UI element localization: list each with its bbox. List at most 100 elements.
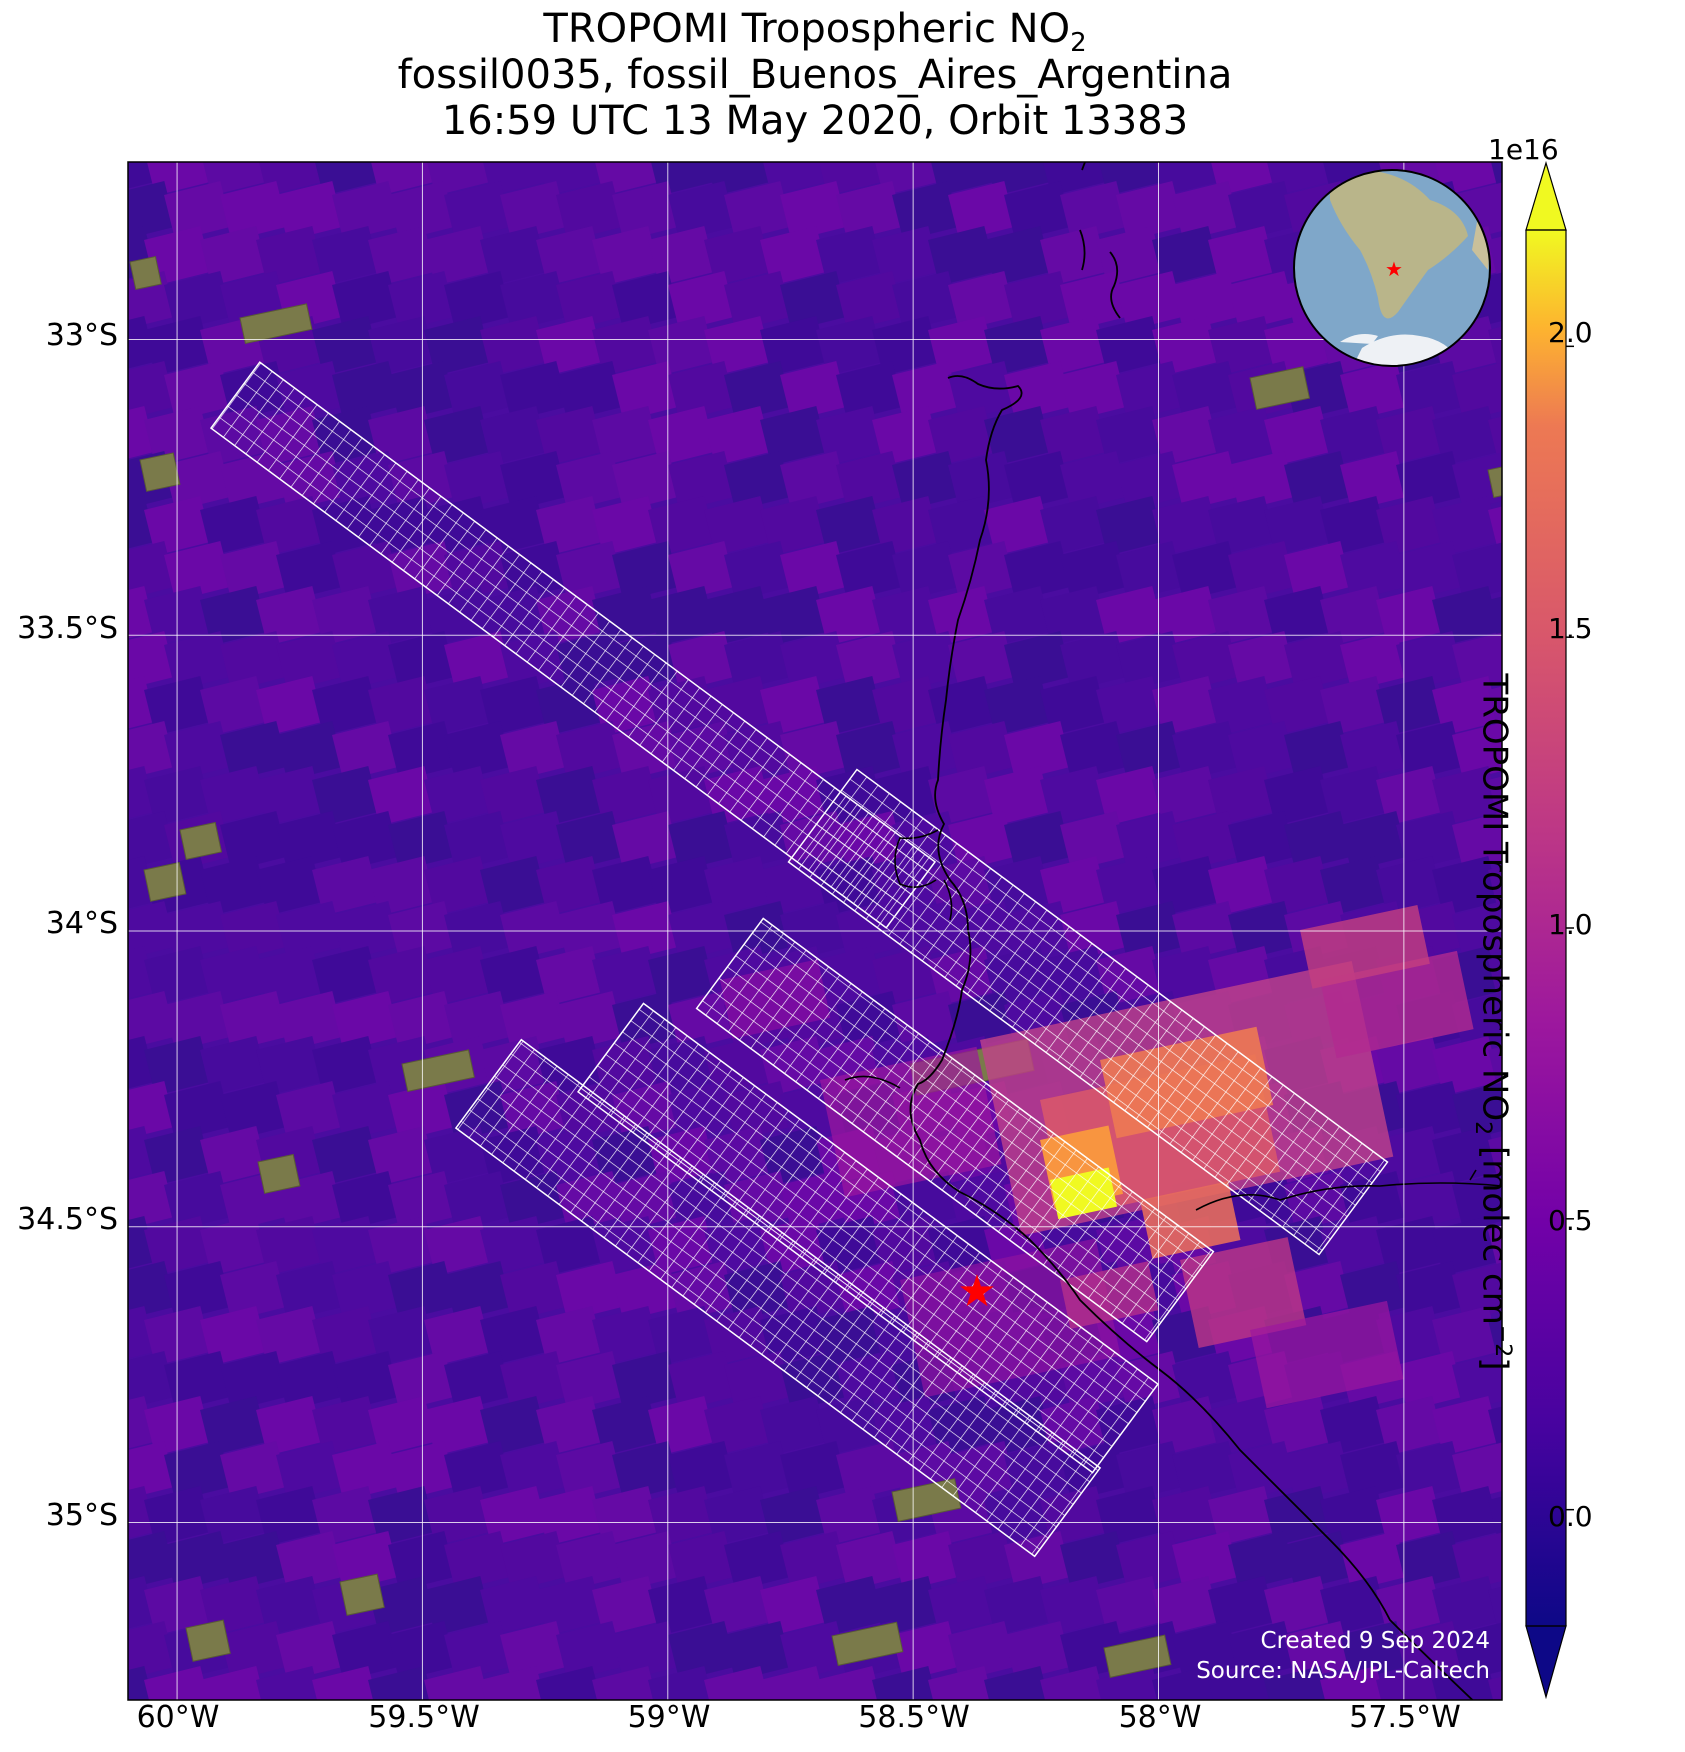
no2-pixel	[1320, 855, 1388, 916]
no2-pixel	[871, 585, 940, 646]
no2-pixel	[500, 1711, 568, 1752]
no2-pixel	[1003, 810, 1072, 871]
no2-pixel	[276, 1620, 344, 1681]
no2-pixel	[1432, 765, 1500, 826]
no2-pixel	[1172, 630, 1240, 691]
no2-pixel	[1116, 450, 1184, 511]
no2-pixel	[872, 1665, 940, 1700]
no2-pixel	[1172, 720, 1240, 781]
no2-pixel	[424, 1395, 492, 1456]
no2-pixel	[1452, 1170, 1502, 1231]
no2-pixel	[723, 1530, 792, 1591]
no2-pixel	[388, 1170, 456, 1231]
no2-pixel	[164, 1260, 232, 1321]
no2-pixel	[556, 270, 624, 331]
no2-pixel	[536, 1575, 604, 1636]
colorbar-label: TROPOMI Tropospheric NO2 [molec cm−2]	[1469, 673, 1515, 1371]
no2-pixel	[948, 540, 1016, 601]
no2-pixel	[1375, 1395, 1444, 1456]
no2-pixel	[128, 945, 156, 1006]
no2-pixel	[367, 1125, 436, 1186]
no2-pixel	[1340, 720, 1408, 781]
no2-pixel	[648, 225, 716, 286]
map-title-line2: fossil0035, fossil_Buenos_Aires_Argentin…	[397, 52, 1233, 98]
no2-pixel	[199, 495, 268, 556]
no2-pixel	[1096, 405, 1164, 466]
south-america-shape	[1330, 170, 1468, 319]
no2-pixel	[1096, 1485, 1164, 1546]
no2-pixel	[128, 1485, 156, 1546]
no2-pixel	[480, 1215, 548, 1276]
no2-pixel	[256, 1485, 324, 1546]
no2-pixel	[424, 1485, 492, 1546]
no2-pixel	[1004, 270, 1072, 331]
no2-pixel	[668, 810, 736, 871]
no2-pixel	[219, 1440, 288, 1501]
no2-plume-pixel	[1249, 1300, 1404, 1409]
no2-pixel	[1116, 180, 1184, 241]
no2-pixel	[536, 1665, 604, 1700]
no2-pixel	[367, 405, 436, 466]
no2-pixel	[612, 540, 680, 601]
no2-pixel	[128, 1665, 156, 1700]
no2-pixel	[368, 162, 436, 196]
no2-pixel	[1452, 1530, 1502, 1591]
no2-pixel	[816, 495, 884, 556]
no2-pixel	[479, 855, 548, 916]
no2-pixel	[983, 405, 1052, 466]
no2-pixel	[128, 585, 156, 646]
no2-pixel	[536, 765, 604, 826]
no2-pixel	[443, 1530, 512, 1591]
no2-pixel	[556, 1260, 624, 1321]
no2-pixel	[536, 1395, 604, 1456]
no2-pixel	[536, 1485, 604, 1546]
no2-pixel	[143, 1575, 212, 1636]
imagery-tile	[139, 452, 181, 492]
graticule-layer	[128, 162, 1502, 1700]
no2-pixel	[1320, 1575, 1388, 1636]
no2-pixel	[331, 1530, 400, 1591]
no2-pixel	[927, 585, 996, 646]
no2-pixel	[1172, 1350, 1240, 1411]
no2-pixel	[423, 1305, 492, 1366]
no2-pixel	[1264, 765, 1332, 826]
no2-pixel	[892, 360, 960, 421]
no2-pixel	[1171, 1530, 1240, 1591]
no2-pixel	[1228, 1530, 1296, 1591]
no2-pixel	[424, 162, 492, 196]
no2-pixel	[983, 315, 1052, 376]
no2-pixel	[928, 765, 996, 826]
no2-pixel	[592, 225, 660, 286]
no2-pixel	[128, 675, 156, 736]
no2-pixel	[1340, 1260, 1408, 1321]
no2-pixel	[1375, 1125, 1444, 1186]
no2-pixel	[1208, 765, 1276, 826]
no2-pixel	[163, 720, 232, 781]
no2-pixel	[164, 630, 232, 691]
no2-pixel	[948, 360, 1016, 421]
no2-pixel	[1004, 720, 1072, 781]
no2-pixel	[276, 1080, 344, 1141]
no2-pixel	[164, 1350, 232, 1411]
no2-pixel	[368, 945, 436, 1006]
no2-pixel	[1115, 540, 1184, 601]
no2-pixel	[1320, 495, 1388, 556]
no2-pixel	[592, 945, 660, 1006]
no2-pixel	[311, 1125, 380, 1186]
no2-pixel	[892, 540, 960, 601]
no2-pixel	[388, 360, 456, 421]
no2-pixel	[256, 765, 324, 826]
no2-pixel	[1208, 1665, 1276, 1700]
no2-pixel	[220, 1350, 288, 1411]
inset-globe: ★	[1293, 169, 1491, 367]
no2-pixel	[144, 1035, 212, 1096]
no2-pixel	[556, 1440, 624, 1501]
no2-pixel	[704, 1395, 772, 1456]
no2-pixel	[1039, 1665, 1108, 1700]
no2-pixel	[1432, 1575, 1500, 1636]
no2-pixel	[128, 1530, 176, 1591]
no2-pixel	[444, 1170, 512, 1231]
no2-pixel	[724, 180, 792, 241]
no2-pixel	[480, 1395, 548, 1456]
no2-pixel	[612, 270, 680, 331]
